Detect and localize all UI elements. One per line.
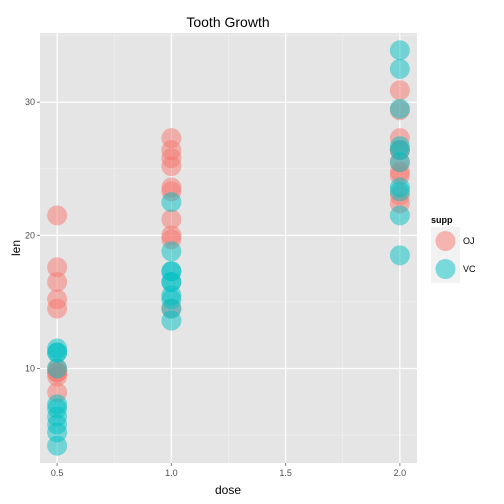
point-oj	[389, 80, 410, 101]
point-vc	[47, 398, 68, 419]
y-tick-label: 10	[25, 363, 35, 373]
y-tick-label: 20	[25, 230, 35, 240]
data-points	[47, 40, 410, 456]
point-vc	[389, 205, 410, 226]
point-vc	[161, 241, 182, 262]
x-tick-label: 0.5	[51, 468, 64, 478]
point-vc	[47, 358, 68, 379]
point-oj	[47, 205, 68, 226]
legend-label-vc: VC	[463, 264, 476, 274]
y-axis-ticks: 10 20 30	[25, 97, 40, 373]
point-oj	[161, 177, 182, 198]
point-vc	[389, 136, 410, 157]
x-axis-ticks: 0.5 1.0 1.5 2.0	[51, 463, 406, 478]
point-vc	[161, 261, 182, 282]
point-vc	[47, 342, 68, 363]
point-vc	[389, 58, 410, 79]
point-vc	[47, 422, 68, 443]
point-vc	[389, 181, 410, 202]
point-oj	[47, 298, 68, 319]
chart-title: Tooth Growth	[186, 14, 269, 30]
legend: supp OJ VC	[431, 215, 476, 283]
x-tick-label: 2.0	[394, 468, 407, 478]
point-oj	[47, 271, 68, 292]
point-vc	[161, 192, 182, 213]
point-oj	[161, 148, 182, 169]
point-oj	[47, 257, 68, 278]
point-oj	[161, 128, 182, 149]
point-vc	[389, 245, 410, 266]
y-tick-label: 30	[25, 97, 35, 107]
point-vc	[161, 285, 182, 306]
y-axis-title: len	[9, 240, 23, 256]
point-oj	[161, 225, 182, 246]
legend-swatch-oj	[435, 231, 456, 251]
x-tick-label: 1.5	[279, 468, 292, 478]
minor-gridlines	[40, 33, 417, 463]
x-axis-title: dose	[215, 483, 241, 497]
legend-label-oj: OJ	[463, 236, 475, 246]
point-oj	[161, 209, 182, 230]
x-tick-label: 1.0	[165, 468, 178, 478]
legend-swatch-vc	[435, 259, 456, 279]
point-vc	[389, 40, 410, 61]
legend-title: supp	[431, 215, 453, 225]
point-vc	[389, 98, 410, 119]
